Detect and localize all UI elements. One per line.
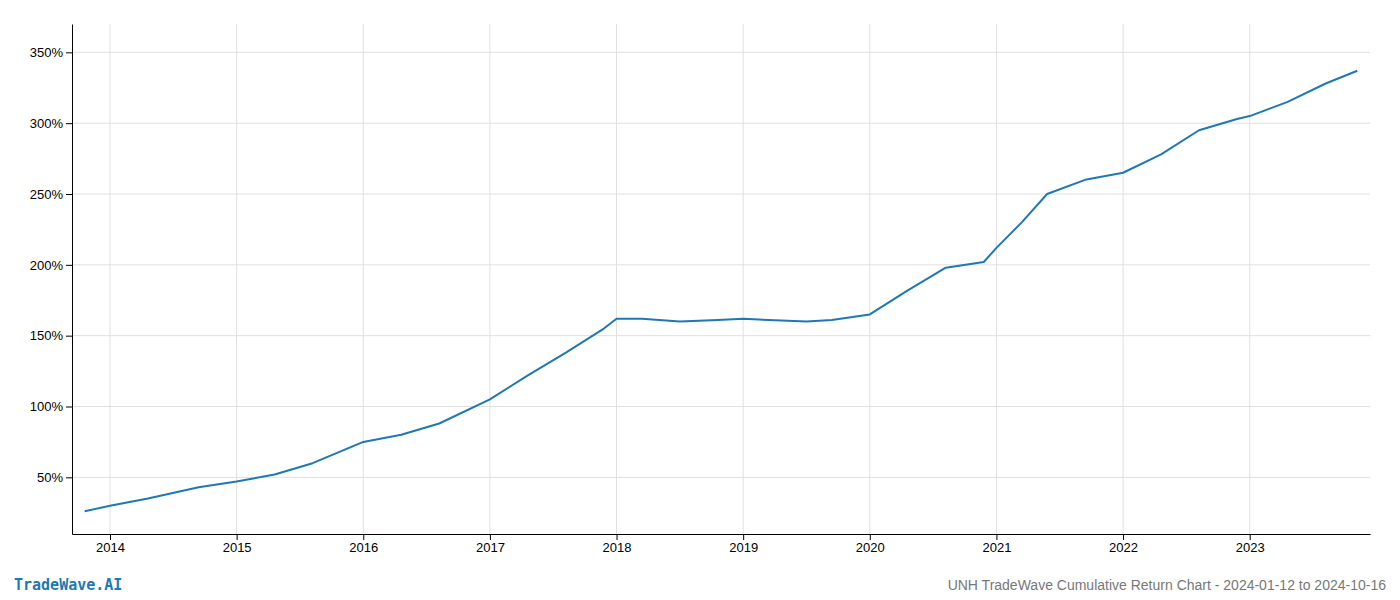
x-tick: 2021 (982, 534, 1011, 555)
grid-line-x (489, 24, 490, 534)
y-tick: 50% (37, 470, 72, 485)
y-tick-mark (66, 477, 72, 478)
x-tick-label: 2020 (856, 540, 885, 555)
x-tick-mark (870, 534, 871, 540)
y-tick-mark (66, 336, 72, 337)
line (85, 71, 1358, 512)
y-tick-mark (66, 52, 72, 53)
x-tick-mark (363, 534, 364, 540)
grid-line-x (1249, 24, 1250, 534)
x-tick: 2020 (856, 534, 885, 555)
x-tick-label: 2014 (96, 540, 125, 555)
grid-line-x (996, 24, 997, 534)
y-tick-mark (66, 407, 72, 408)
grid-line-y (72, 194, 1370, 195)
x-tick-label: 2022 (1109, 540, 1138, 555)
y-tick-label: 250% (30, 187, 64, 202)
x-axis: 2014 2015 2016 2017 2018 2019 2020 2021 2022 2023 (73, 534, 1371, 555)
grid-line-x (869, 24, 870, 534)
title: UNH TradeWave Cumulative Return Chart - … (948, 577, 1387, 593)
y-tick: 250% (30, 187, 72, 202)
x-tick-label: 2017 (476, 540, 505, 555)
x-tick-label: 2021 (982, 540, 1011, 555)
y-tick: 300% (30, 116, 72, 131)
y-tick: 150% (30, 328, 72, 343)
x-tick: 2016 (349, 534, 378, 555)
y-tick: 100% (30, 399, 72, 414)
x-tick-label: 2016 (349, 540, 378, 555)
grid-line-x (616, 24, 617, 534)
grid-line-x (236, 24, 237, 534)
plot-area (85, 71, 1358, 512)
grid-line-y (72, 52, 1370, 53)
grid-line-x (109, 24, 110, 534)
x-tick: 2015 (223, 534, 252, 555)
y-tick: 350% (30, 45, 72, 60)
x-axis-line (73, 534, 1371, 535)
x-tick: 2019 (729, 534, 758, 555)
x-tick: 2017 (476, 534, 505, 555)
y-tick-label: 50% (37, 470, 63, 485)
grid-line-y (72, 335, 1370, 336)
x-tick-label: 2023 (1236, 540, 1265, 555)
x-tick: 2018 (603, 534, 632, 555)
x-tick: 2023 (1236, 534, 1265, 555)
x-tick: 2014 (96, 534, 125, 555)
x-tick-mark (110, 534, 111, 540)
y-axis-line (72, 25, 73, 535)
x-tick-mark (237, 534, 238, 540)
x-tick-mark (1123, 534, 1124, 540)
y-axis: 50% 100% 150% 200% 250% 300% 350% (30, 25, 73, 535)
grid-line-x (743, 24, 744, 534)
y-tick-label: 350% (30, 45, 64, 60)
grid-line-y (72, 123, 1370, 124)
grid-line-x (1123, 24, 1124, 534)
grid-line-x (363, 24, 364, 534)
y-tick: 200% (30, 257, 72, 272)
x-tick-mark (617, 534, 618, 540)
grid-line-y (72, 264, 1370, 265)
x-tick: 2022 (1109, 534, 1138, 555)
chart: 2014 2015 2016 2017 2018 2019 2020 2021 2022 2023… (0, 0, 1400, 600)
x-tick-label: 2018 (603, 540, 632, 555)
x-tick-mark (1250, 534, 1251, 540)
y-tick-label: 100% (30, 399, 64, 414)
x-tick-label: 2019 (729, 540, 758, 555)
x-tick-label: 2015 (223, 540, 252, 555)
grid (72, 24, 1370, 534)
grid-line-y (72, 406, 1370, 407)
x-tick-mark (490, 534, 491, 540)
y-tick-mark (66, 194, 72, 195)
y-tick-label: 200% (30, 257, 64, 272)
x-tick-mark (743, 534, 744, 540)
y-tick-label: 300% (30, 116, 64, 131)
watermark: TradeWave.AI (14, 576, 122, 594)
y-tick-label: 150% (30, 328, 64, 343)
y-tick-mark (66, 123, 72, 124)
y-tick-mark (66, 265, 72, 266)
x-tick-mark (996, 534, 997, 540)
